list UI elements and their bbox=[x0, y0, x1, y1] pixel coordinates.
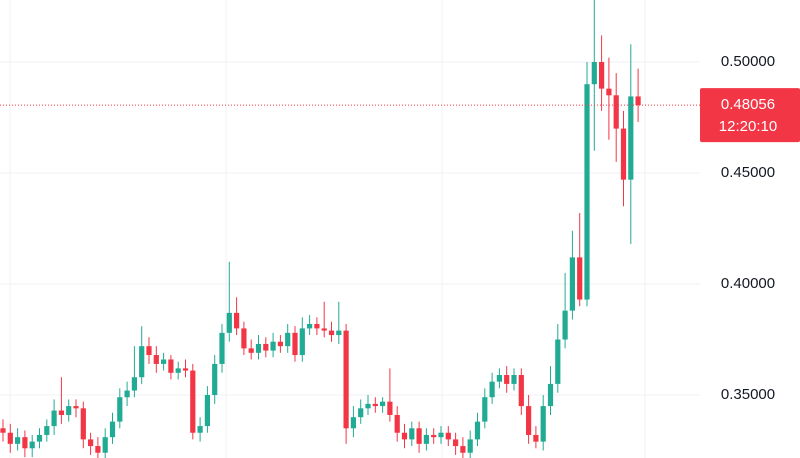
candle-body bbox=[628, 96, 634, 180]
candle-body bbox=[518, 375, 524, 407]
candle-body bbox=[248, 348, 254, 353]
candle-body bbox=[175, 368, 181, 373]
candle-body bbox=[22, 437, 28, 449]
vertical-grid bbox=[9, 0, 646, 458]
candle-body bbox=[599, 62, 605, 89]
candle-body bbox=[51, 410, 57, 427]
candle-body bbox=[453, 439, 459, 447]
candle-body bbox=[387, 401, 393, 415]
candle-body bbox=[511, 375, 517, 384]
candle-body bbox=[438, 432, 444, 438]
last-price-label: 0.48056 bbox=[721, 96, 775, 113]
candle-body bbox=[197, 426, 203, 433]
candle-body bbox=[321, 328, 327, 331]
candle-body bbox=[409, 428, 415, 440]
candle-body bbox=[102, 437, 108, 453]
candle-body bbox=[73, 406, 79, 409]
y-tick-label: 0.40000 bbox=[721, 275, 775, 292]
candle-body bbox=[591, 62, 597, 85]
candle-body bbox=[234, 312, 240, 329]
candle-body bbox=[562, 310, 568, 340]
candle-body bbox=[460, 446, 466, 453]
candle-body bbox=[606, 88, 612, 96]
candle-body bbox=[555, 339, 561, 384]
candle-body bbox=[255, 343, 262, 353]
candle-body bbox=[613, 95, 619, 129]
last-price-box bbox=[700, 88, 800, 143]
candle-body bbox=[445, 432, 451, 440]
candle-body bbox=[496, 375, 502, 382]
candle-body bbox=[307, 323, 313, 329]
candle-body bbox=[124, 390, 130, 398]
candle-body bbox=[226, 312, 232, 333]
candle-body bbox=[526, 406, 532, 435]
candle-body bbox=[29, 441, 35, 449]
candle-body bbox=[44, 426, 50, 435]
candle-body bbox=[504, 375, 510, 384]
candle-body bbox=[620, 128, 627, 180]
candle-body bbox=[285, 332, 291, 347]
candle-body bbox=[95, 446, 101, 453]
candle-body bbox=[358, 408, 364, 418]
candle-body bbox=[489, 381, 495, 398]
candle-body bbox=[533, 434, 539, 442]
candle-body bbox=[423, 434, 429, 444]
y-tick-label: 0.35000 bbox=[721, 386, 775, 403]
candle-body bbox=[204, 394, 210, 427]
candle-body bbox=[139, 346, 145, 378]
candle-body bbox=[328, 330, 335, 336]
candle-body bbox=[336, 330, 342, 336]
candle-body bbox=[467, 439, 473, 453]
candle-body bbox=[263, 343, 269, 351]
candle-body bbox=[146, 346, 152, 356]
candle-body bbox=[577, 257, 583, 300]
candle-body bbox=[314, 323, 320, 329]
candle-body bbox=[482, 397, 488, 422]
candle-body bbox=[350, 417, 356, 429]
candle-body bbox=[474, 421, 481, 440]
candle-body bbox=[270, 341, 276, 351]
candle-body bbox=[219, 332, 225, 364]
candle-body bbox=[380, 401, 386, 407]
candle-body bbox=[372, 403, 378, 407]
candle-body bbox=[7, 432, 13, 444]
candle-body bbox=[15, 437, 21, 444]
candle-body bbox=[0, 428, 6, 433]
candle-body bbox=[182, 368, 189, 371]
candle-body bbox=[299, 328, 305, 356]
candle-body bbox=[292, 332, 298, 356]
candle-body bbox=[584, 84, 590, 300]
candle-body bbox=[168, 359, 174, 373]
candle-body bbox=[394, 414, 400, 433]
candle-body bbox=[88, 439, 94, 447]
candle-body bbox=[343, 330, 349, 429]
candle-body bbox=[431, 434, 437, 438]
candle-body bbox=[540, 406, 546, 442]
candle-body bbox=[569, 257, 575, 311]
candle-body bbox=[241, 328, 247, 349]
candle-body bbox=[401, 432, 408, 440]
candle-body bbox=[416, 428, 422, 444]
candle-body bbox=[36, 434, 43, 442]
candle-body bbox=[365, 403, 371, 409]
countdown: 12:20:10 bbox=[719, 118, 777, 135]
candle-body bbox=[212, 363, 218, 395]
candle-body bbox=[109, 421, 116, 438]
candle-body bbox=[80, 408, 86, 440]
candle-body bbox=[161, 359, 167, 364]
candle-body bbox=[131, 377, 137, 391]
candle-body bbox=[190, 370, 196, 433]
candle-body bbox=[117, 397, 123, 422]
candle-body bbox=[547, 383, 554, 407]
candle-body bbox=[58, 410, 64, 415]
y-tick-label: 0.45000 bbox=[721, 164, 775, 181]
y-tick-label: 0.50000 bbox=[721, 53, 775, 70]
candle-body bbox=[66, 406, 72, 415]
candle-body bbox=[277, 341, 283, 347]
candle-body bbox=[635, 96, 641, 106]
candle-body bbox=[153, 355, 159, 364]
